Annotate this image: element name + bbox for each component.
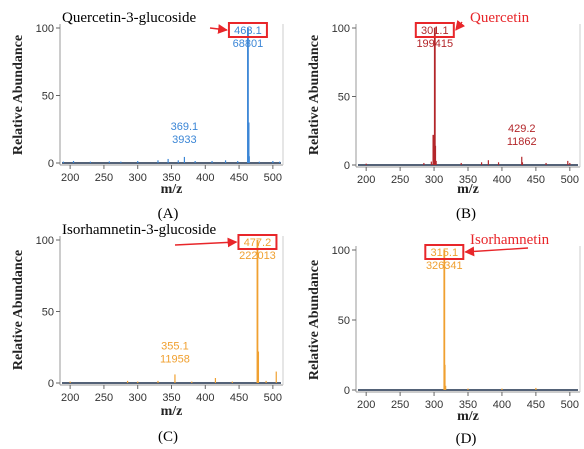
panel-letter: (D) — [456, 431, 477, 447]
compound-name: Quercetin — [470, 10, 530, 26]
compound-name: Isorhamnetin — [470, 232, 550, 248]
peak-highlight-box — [237, 234, 278, 250]
x-tick-label: 400 — [196, 392, 214, 404]
annotation-arrow — [455, 20, 466, 31]
x-tick-label: 500 — [264, 392, 282, 404]
y-tick-label: 50 — [42, 307, 54, 319]
peak-intensity-label: 326341 — [426, 260, 463, 272]
y-axis-title: Relative Abundance — [11, 250, 26, 370]
panel-letter: (C) — [158, 429, 178, 445]
spectrum-panel-4: 0 50 100 200 250 300 350 400 450 500 m/z Relative A… — [307, 232, 581, 447]
peak-mz-label: 429.2 — [508, 123, 536, 135]
peak-intensity-label: 68801 — [233, 38, 264, 50]
peak-mz-label: 463.1 — [234, 25, 262, 37]
x-tick-label: 250 — [95, 392, 113, 404]
peak-mz-label: 301.1 — [421, 25, 449, 37]
x-tick-label: 400 — [493, 174, 511, 186]
x-tick-label: 200 — [357, 399, 375, 411]
spectrum-panel-1: 0 50 100 200 250 300 350 400 450 500 m/z Relative A… — [11, 10, 284, 222]
x-axis-title: m/z — [457, 182, 479, 197]
peak-mz-label: 315.1 — [431, 247, 459, 259]
x-tick-label: 450 — [527, 399, 545, 411]
x-tick-label: 300 — [425, 399, 443, 411]
annotation-arrow — [174, 237, 238, 248]
y-tick-label: 50 — [338, 315, 350, 327]
peak-highlight-box — [424, 244, 465, 260]
x-tick-label: 500 — [561, 399, 579, 411]
x-tick-label: 450 — [527, 174, 545, 186]
annotation-arrow — [209, 24, 228, 34]
peak-mz-label: 369.1 — [171, 121, 199, 133]
y-tick-label: 100 — [332, 23, 350, 35]
peak-highlight-box — [414, 22, 455, 38]
x-tick-label: 400 — [196, 172, 214, 184]
y-tick-label: 0 — [48, 378, 54, 390]
x-tick-label: 250 — [391, 399, 409, 411]
y-tick-label: 100 — [36, 235, 54, 247]
y-tick-label: 100 — [36, 23, 54, 35]
y-axis-title: Relative Abundance — [307, 260, 322, 380]
compound-name: Isorhamnetin-3-glucoside — [62, 222, 216, 238]
peak-intensity-label: 222013 — [239, 250, 276, 262]
x-tick-label: 350 — [162, 392, 180, 404]
x-axis-title: m/z — [161, 182, 183, 197]
x-tick-label: 300 — [129, 172, 147, 184]
x-tick-label: 250 — [95, 172, 113, 184]
x-tick-label: 350 — [459, 399, 477, 411]
y-tick-label: 0 — [344, 160, 350, 172]
x-tick-label: 200 — [357, 174, 375, 186]
x-tick-label: 500 — [264, 172, 282, 184]
y-tick-label: 0 — [48, 158, 54, 170]
peak-intensity-label: 11862 — [507, 136, 537, 148]
panel-letter: (B) — [456, 206, 476, 222]
peak-mz-label: 355.1 — [161, 341, 189, 353]
x-tick-label: 300 — [425, 174, 443, 186]
spectrum-panel-3: 0 50 100 200 250 300 350 400 450 500 m/z Relative A… — [11, 222, 284, 445]
peak-intensity-label: 199415 — [416, 38, 453, 50]
x-tick-label: 450 — [230, 392, 248, 404]
annotation-arrow — [464, 246, 529, 257]
x-tick-label: 200 — [61, 172, 79, 184]
x-tick-label: 200 — [61, 392, 79, 404]
x-tick-label: 350 — [459, 174, 477, 186]
x-tick-label: 400 — [493, 399, 511, 411]
x-tick-label: 350 — [162, 172, 180, 184]
spectrum-panel-2: 0 50 100 200 250 300 350 400 450 500 m/z Relative A… — [307, 10, 581, 222]
peak-intensity-label: 3933 — [172, 134, 196, 146]
panel-letter: (A) — [158, 206, 179, 222]
peak-highlight-box — [227, 22, 268, 38]
peak-intensity-label: 11958 — [160, 354, 190, 366]
x-tick-label: 250 — [391, 174, 409, 186]
y-axis-title: Relative Abundance — [11, 35, 26, 155]
compound-name: Quercetin-3-glucoside — [62, 10, 196, 26]
peak-mz-label: 477.2 — [244, 237, 272, 249]
y-tick-label: 50 — [42, 91, 54, 103]
x-tick-label: 450 — [230, 172, 248, 184]
x-axis-title: m/z — [161, 404, 183, 419]
y-tick-label: 50 — [338, 92, 350, 104]
y-tick-label: 0 — [344, 385, 350, 397]
x-tick-label: 300 — [129, 392, 147, 404]
y-axis-title: Relative Abundance — [307, 35, 322, 155]
x-axis-title: m/z — [457, 409, 479, 424]
x-tick-label: 500 — [561, 174, 579, 186]
y-tick-label: 100 — [332, 245, 350, 257]
